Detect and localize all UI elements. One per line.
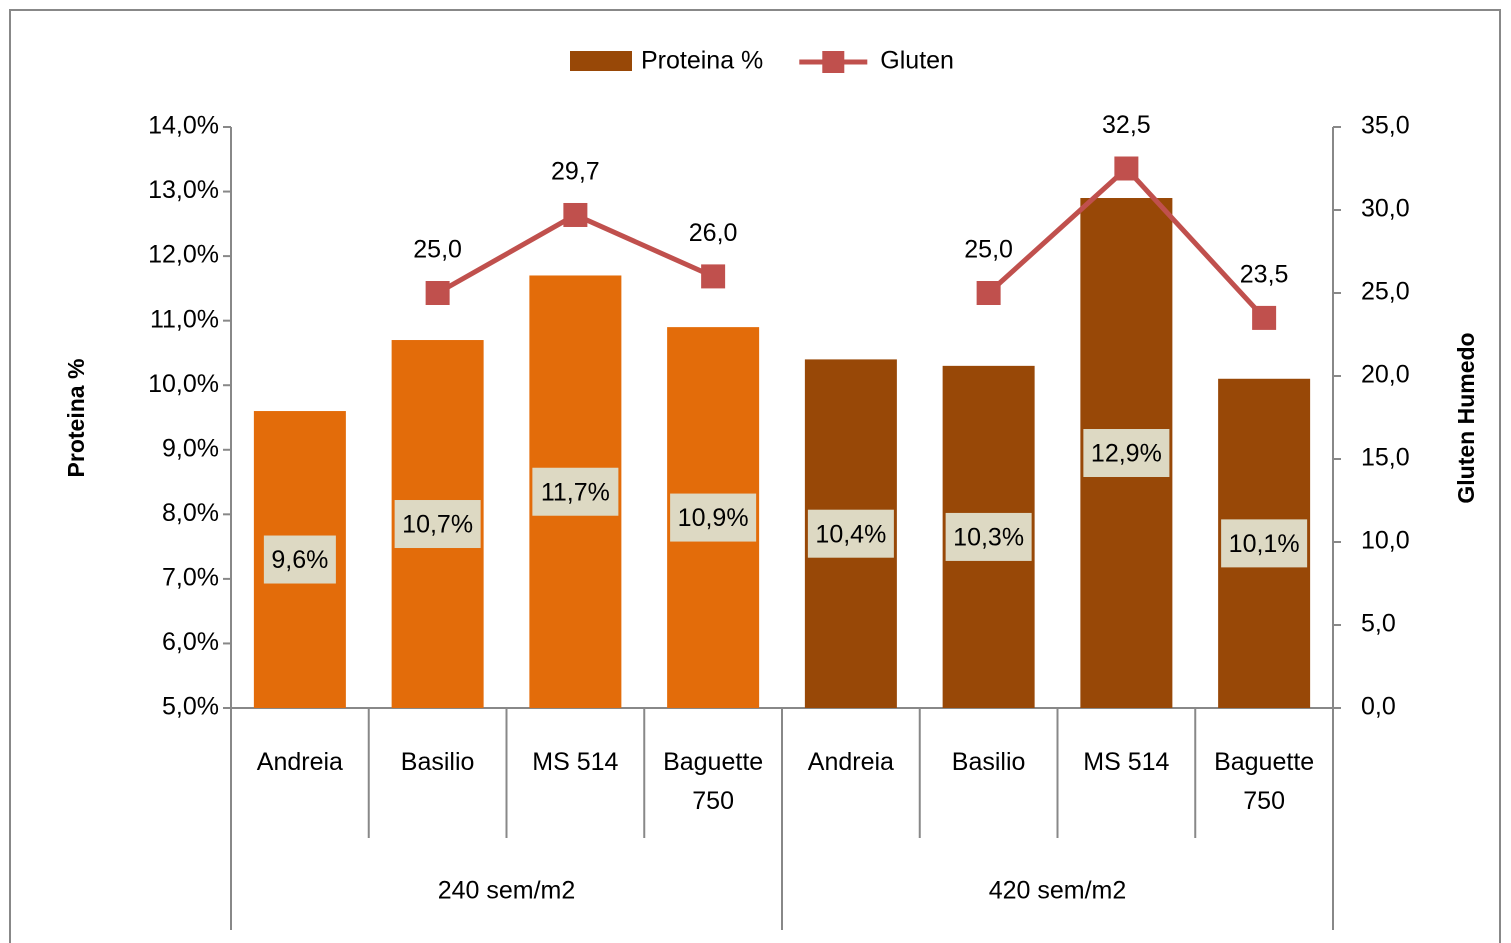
data-label-box (945, 512, 1032, 561)
chart-border (9, 9, 1501, 943)
y-tick-label: 5,0% (162, 693, 219, 721)
marker (976, 281, 1001, 305)
data-label: 29,7 (551, 158, 600, 186)
data-label: 9,6% (271, 546, 328, 574)
data-label: 10,7% (402, 511, 473, 539)
x-tick-label: Baguette 750 (1214, 748, 1315, 815)
data-label: 10,1% (1229, 530, 1300, 558)
data-label: 26,0 (689, 219, 738, 247)
data-label: 32,5 (1102, 111, 1151, 139)
legend-label: Gluten (880, 47, 954, 75)
y-tick-label: 13,0% (148, 176, 219, 204)
y-tick-label: 11,0% (150, 305, 219, 333)
y2-tick-label: 0,0 (1361, 693, 1396, 721)
x-tick-label: Basilio (951, 748, 1026, 776)
group-label: 420 sem/m2 (989, 877, 1127, 905)
marker (563, 202, 588, 227)
legend-label: Proteina % (641, 47, 763, 75)
y2-axis-title: Gluten Humedo (1453, 332, 1479, 503)
legend-swatch (570, 51, 632, 71)
data-label-box (807, 509, 894, 558)
data-label: 25,0 (413, 236, 462, 264)
data-label: 12,9% (1091, 440, 1162, 468)
group-label: 240 sem/m2 (438, 877, 576, 905)
y-tick-label: 9,0% (162, 434, 219, 462)
y-tick-label: 7,0% (162, 563, 219, 591)
y-tick-label: 10,0% (148, 370, 219, 398)
y-tick-label: 6,0% (162, 628, 219, 656)
data-label-box (1221, 519, 1308, 568)
data-label: 23,5 (1240, 261, 1289, 289)
data-label: 10,4% (815, 520, 886, 548)
x-tick-label: Andreia (807, 748, 894, 776)
legend-marker (822, 51, 845, 73)
data-label-box (263, 535, 336, 584)
marker (701, 264, 726, 289)
x-tick-label: MS 514 (1083, 748, 1170, 776)
x-tick-label: Baguette 750 (663, 748, 764, 815)
y2-tick-label: 20,0 (1361, 361, 1410, 389)
marker (1114, 156, 1139, 181)
data-label: 11,7% (541, 478, 610, 506)
data-label: 10,9% (678, 504, 749, 532)
marker (1252, 305, 1277, 330)
data-label-box (532, 467, 619, 516)
x-tick-label: Andreia (256, 748, 343, 776)
y-tick-label: 12,0% (148, 241, 219, 269)
x-tick-label: Basilio (400, 748, 475, 776)
y2-tick-label: 35,0 (1361, 112, 1410, 140)
y2-tick-label: 10,0 (1361, 527, 1410, 555)
y2-tick-label: 25,0 (1361, 278, 1410, 306)
data-label-box (670, 493, 757, 542)
data-label: 25,0 (964, 236, 1013, 264)
data-label-box (1083, 429, 1170, 478)
y2-tick-label: 5,0 (1361, 610, 1396, 638)
y2-tick-label: 15,0 (1361, 444, 1410, 472)
x-tick-label: MS 514 (532, 748, 619, 776)
y-tick-label: 8,0% (162, 499, 219, 527)
y2-tick-label: 30,0 (1361, 195, 1410, 223)
y-tick-label: 14,0% (148, 112, 219, 140)
y-axis-title: Proteina % (63, 359, 89, 478)
data-label: 10,3% (953, 524, 1024, 552)
data-label-box (394, 500, 481, 549)
marker (425, 281, 450, 305)
